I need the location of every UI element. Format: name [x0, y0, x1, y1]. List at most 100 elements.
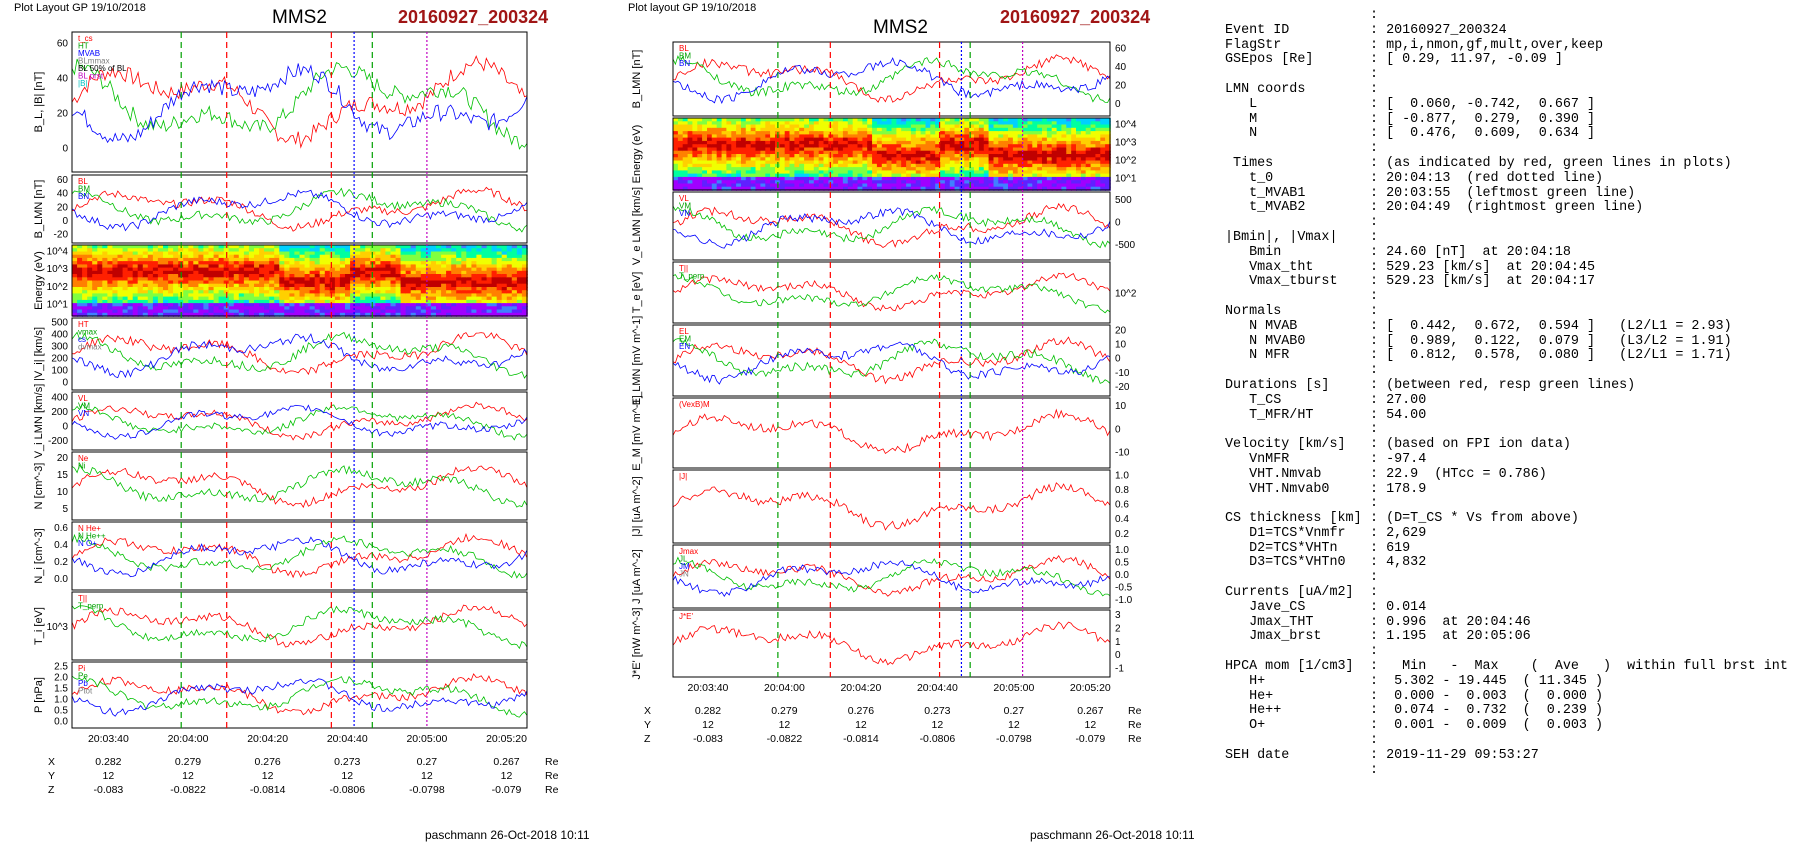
spectrogram-cell	[521, 283, 528, 288]
spectrogram-cell	[521, 274, 528, 278]
spectrogram-cell	[896, 154, 903, 159]
spectrogram-cell	[137, 287, 144, 291]
spectrogram-cell	[760, 170, 767, 175]
spectrogram-cell	[248, 274, 255, 278]
spectrogram-cell	[983, 173, 990, 178]
y-axis-label: J [uA m^-2]	[631, 549, 643, 604]
spectrogram-cell	[867, 134, 873, 139]
spectrogram-cell	[228, 299, 235, 304]
spectrogram-cell	[127, 267, 134, 272]
summary-key: VHT.Nmvab0	[1225, 481, 1330, 497]
spectrogram-cell	[838, 118, 844, 123]
spectrogram-cell	[486, 309, 493, 314]
spectrogram-cell	[97, 254, 104, 259]
spectrogram-cell	[891, 137, 898, 142]
spectrogram-cell	[745, 167, 752, 172]
summary-row: N MVAB: [ 0.442, 0.672, 0.594 ] (L2/L1 =…	[1225, 319, 1788, 335]
spectrogram-cell	[254, 254, 260, 259]
spectrogram-cell	[233, 270, 240, 275]
spectrogram-cell	[269, 267, 276, 272]
spectrogram-cell	[1032, 154, 1038, 159]
series-line	[71, 605, 528, 650]
panel-frame	[71, 591, 528, 661]
spectrogram-cell	[896, 170, 903, 175]
spectrogram-cell	[974, 163, 980, 168]
spectrogram-cell	[400, 254, 407, 259]
spectrogram-cell	[375, 270, 382, 275]
spectrogram-cell	[405, 248, 412, 253]
spectrogram-cell	[1012, 173, 1019, 178]
spectrogram-cell	[355, 309, 361, 314]
spectrogram-cell	[872, 137, 878, 142]
spectrogram-cell	[501, 309, 508, 314]
spectrogram-cell	[1095, 134, 1102, 139]
spectrogram-cell	[823, 173, 830, 178]
spectrogram-cell	[1056, 176, 1063, 181]
spectrogram-cell	[319, 309, 326, 314]
spectrogram-cell	[142, 277, 149, 282]
series-line	[71, 604, 528, 648]
spectrogram-cell	[516, 299, 523, 304]
summary-row: T_CS: 27.00	[1225, 393, 1788, 409]
spectrogram-cell	[203, 251, 210, 256]
summary-value: : 0.014	[1370, 599, 1427, 615]
spectrogram-cell	[731, 183, 737, 188]
spectrogram-cell	[852, 134, 859, 139]
spectrogram-cell	[1046, 160, 1053, 165]
spectrogram-cell	[809, 183, 815, 188]
spectrogram-cell	[259, 280, 265, 285]
spectrogram-cell	[707, 154, 713, 159]
summary-key: HPCA mom [1/cm3]	[1225, 659, 1354, 675]
spectrogram-cell	[77, 245, 83, 249]
spectrogram-cell	[178, 287, 185, 291]
spectrogram-cell	[867, 154, 873, 159]
spectrogram-cell	[117, 277, 124, 282]
spectrogram-cell	[755, 157, 762, 162]
spectrogram-cell	[731, 180, 737, 185]
y-tick-label: 10^2	[47, 282, 69, 293]
spectrogram-cell	[944, 147, 951, 152]
position-row-label: Z	[48, 784, 55, 796]
summary-value: :	[1370, 289, 1379, 305]
spectrogram-cell	[289, 312, 296, 317]
spectrogram-cell	[682, 170, 689, 175]
spectrogram-cell	[1003, 183, 1009, 188]
spectrogram-cell	[969, 150, 975, 155]
spectrogram-cell	[721, 137, 728, 142]
spectrogram-cell	[405, 267, 412, 272]
spectrogram-cell	[132, 280, 139, 285]
spectrogram-cell	[188, 299, 195, 304]
spectrogram-cell	[203, 293, 210, 298]
spectrogram-cell	[833, 134, 839, 139]
spectrogram-cell	[978, 167, 985, 172]
spectrogram-cell	[833, 140, 839, 145]
spectrogram-cell	[152, 303, 159, 308]
spectrogram-cell	[842, 121, 849, 126]
summary-key: T_MFR/HT	[1225, 407, 1314, 423]
spectrogram-cell	[784, 150, 791, 155]
spectrogram-cell	[72, 287, 78, 291]
spectrogram-cell	[441, 254, 447, 259]
spectrogram-cell	[692, 140, 699, 145]
spectrogram-cell	[886, 154, 893, 159]
spectrogram-cell	[506, 312, 513, 317]
spectrogram-cell	[891, 140, 898, 145]
y-tick-label: 10^4	[47, 246, 69, 257]
spectrogram-cell	[915, 183, 922, 188]
spectrogram-cell	[127, 290, 134, 295]
spectrogram-cell	[430, 274, 437, 278]
spectrogram-cell	[910, 183, 917, 188]
spectrogram-cell	[254, 280, 260, 285]
spectrogram-cell	[1008, 124, 1014, 129]
spectrogram-cell	[823, 186, 830, 191]
spectrogram-cell	[842, 147, 849, 152]
spectrogram-cell	[867, 157, 873, 162]
spectrogram-cell	[436, 312, 442, 317]
spectrogram-cell	[813, 183, 820, 188]
spectrogram-cell	[178, 277, 185, 282]
spectrogram-cell	[92, 312, 99, 317]
summary-value: : 20:04:49 (rightmost green line)	[1370, 200, 1644, 216]
spectrogram-cell	[910, 137, 917, 142]
